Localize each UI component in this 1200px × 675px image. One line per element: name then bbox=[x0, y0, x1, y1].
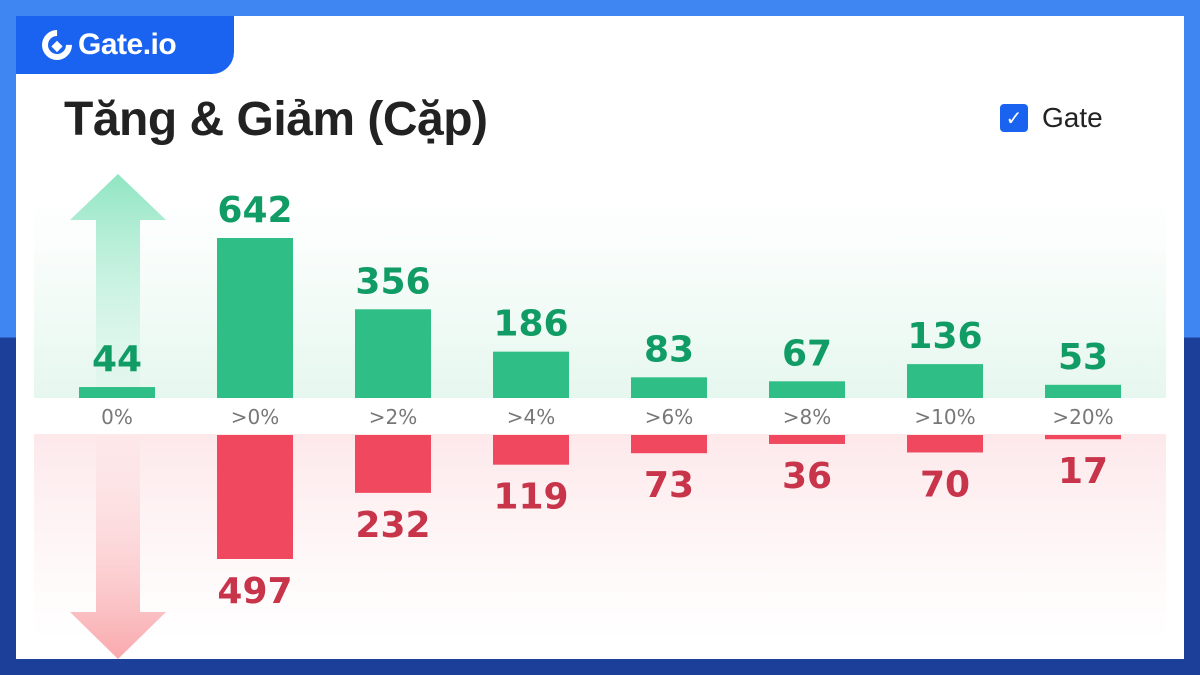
value-label-up-5: 67 bbox=[782, 333, 832, 374]
value-label-down-7: 17 bbox=[1058, 451, 1108, 492]
value-label-up-0: 44 bbox=[92, 339, 142, 380]
x-tick-label-6: >10% bbox=[914, 405, 975, 429]
down-arrow-icon bbox=[70, 436, 166, 659]
value-label-up-2: 356 bbox=[355, 261, 430, 302]
legend-checkbox-icon[interactable]: ✓ bbox=[1000, 104, 1028, 132]
bar-up-6 bbox=[907, 364, 983, 398]
bar-down-4 bbox=[631, 435, 707, 454]
value-label-up-6: 136 bbox=[907, 316, 982, 357]
bar-up-0 bbox=[79, 387, 155, 398]
brand-logo-text: Gate.io bbox=[78, 28, 177, 61]
bar-up-5 bbox=[769, 381, 845, 398]
up-arrow-icon bbox=[70, 174, 166, 396]
loss-zone-background bbox=[34, 434, 1166, 642]
bar-up-1 bbox=[217, 238, 293, 398]
x-tick-label-3: >4% bbox=[507, 405, 556, 429]
x-tick-label-5: >8% bbox=[783, 405, 832, 429]
x-tick-label-7: >20% bbox=[1052, 405, 1113, 429]
value-label-down-3: 119 bbox=[493, 477, 568, 518]
bar-up-3 bbox=[493, 351, 569, 398]
x-tick-label-0: 0% bbox=[101, 405, 133, 429]
value-label-up-4: 83 bbox=[644, 329, 694, 370]
x-tick-label-1: >0% bbox=[231, 405, 280, 429]
value-label-down-6: 70 bbox=[920, 464, 970, 505]
brand-logo: Gate.io bbox=[16, 16, 234, 74]
legend[interactable]: ✓ Gate bbox=[1000, 102, 1103, 134]
value-label-up-1: 642 bbox=[217, 190, 292, 231]
value-label-down-2: 232 bbox=[355, 505, 430, 546]
gain-zone-background bbox=[34, 196, 1166, 398]
legend-label: Gate bbox=[1042, 102, 1103, 133]
value-label-up-3: 186 bbox=[493, 304, 568, 345]
bar-down-6 bbox=[907, 435, 983, 453]
page-title: Tăng & Giảm (Cặp) bbox=[64, 93, 488, 146]
bar-up-4 bbox=[631, 377, 707, 398]
bar-up-7 bbox=[1045, 384, 1121, 398]
bar-up-2 bbox=[355, 309, 431, 398]
bar-down-3 bbox=[493, 435, 569, 465]
bar-down-7 bbox=[1045, 435, 1121, 440]
x-tick-label-2: >2% bbox=[369, 405, 418, 429]
bar-down-2 bbox=[355, 435, 431, 493]
bar-down-1 bbox=[217, 435, 293, 559]
value-label-up-7: 53 bbox=[1058, 337, 1108, 378]
updown-bar-chart: 44 0% 642 >0% 497 356 >2% 232 186 >4% 119 83 >6% 73 67… bbox=[34, 174, 1166, 659]
bar-down-5 bbox=[769, 435, 845, 444]
value-label-down-1: 497 bbox=[217, 571, 292, 612]
chart-card: Gate.io Tăng & Giảm (Cặp) ✓ Gate bbox=[16, 16, 1184, 659]
x-tick-label-4: >6% bbox=[645, 405, 694, 429]
value-label-down-5: 36 bbox=[782, 456, 832, 497]
value-label-down-4: 73 bbox=[644, 465, 694, 506]
